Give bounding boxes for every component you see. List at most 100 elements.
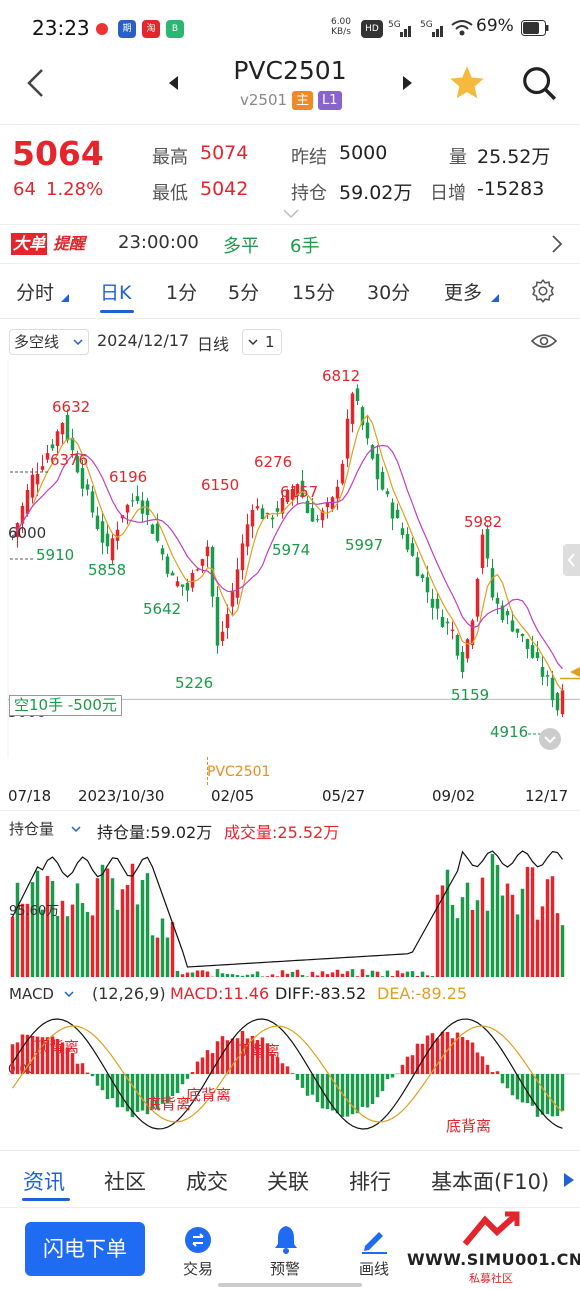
candle-body	[285, 489, 290, 502]
price-label: 4916	[490, 723, 528, 741]
candle-body	[445, 621, 450, 624]
candlestick-chart[interactable]: 6632 6376 6196 6150 6276 6157 6812 5982 5910 5858…	[0, 360, 580, 760]
candle-body	[40, 466, 45, 470]
watermark: WWW.SIMU001.CN 私募社区	[405, 1208, 580, 1289]
oi-select[interactable]: 持仓量	[9, 817, 89, 843]
draw-pen-icon[interactable]	[359, 1224, 389, 1254]
alert-volume: 6手	[290, 236, 320, 257]
bottom-tab[interactable]: 关联	[267, 1170, 309, 1194]
macd-params: (12,26,9)	[92, 984, 166, 1003]
period-tab[interactable]: 5分	[228, 282, 260, 304]
count-select[interactable]: 1	[242, 329, 282, 355]
oi-volume-chart[interactable]	[0, 842, 580, 977]
draw-label[interactable]: 画线	[359, 1260, 390, 1278]
candle-body	[20, 505, 25, 524]
volume-bar	[180, 974, 185, 977]
macd-bar	[245, 1038, 250, 1074]
period-tab[interactable]: 更多	[444, 282, 483, 304]
macd-bar	[70, 1053, 75, 1074]
candle-body	[320, 510, 325, 521]
back-icon[interactable]	[22, 66, 50, 100]
period-tab[interactable]: 1分	[166, 282, 198, 304]
quote-divider	[0, 224, 580, 225]
macd-bar	[540, 1074, 545, 1115]
alert-label[interactable]: 预警	[270, 1260, 301, 1278]
candle-body	[340, 463, 345, 484]
period-tab[interactable]: 分时	[16, 282, 55, 304]
volume-bar	[240, 975, 245, 977]
candle-body	[25, 489, 30, 514]
prev-contract-icon[interactable]	[168, 76, 180, 90]
bottom-tab[interactable]: 资讯	[23, 1170, 65, 1194]
candle-body	[550, 677, 555, 701]
volume-bar	[325, 974, 330, 977]
period-tab[interactable]: 日K	[100, 282, 132, 304]
candle-body	[200, 559, 205, 566]
bottom-tab[interactable]: 成交	[186, 1170, 228, 1194]
bottom-tab[interactable]: 社区	[104, 1170, 146, 1194]
settings-gear-icon[interactable]	[530, 278, 556, 304]
macd-bar	[460, 1037, 465, 1074]
oi-axis-label: 95.60万	[9, 904, 60, 919]
bottom-tab[interactable]: 排行	[349, 1170, 391, 1194]
volume-bar	[505, 883, 510, 977]
favorite-star-icon[interactable]	[448, 64, 486, 102]
count-select-value: 1	[265, 333, 275, 351]
alert-chevron-icon[interactable]	[551, 234, 563, 254]
macd-bar	[375, 1074, 380, 1098]
volume-bar	[205, 971, 210, 977]
candle-body	[240, 543, 245, 571]
diff-line	[11, 1018, 563, 1130]
volume-bar	[35, 870, 40, 977]
badge-part-b: 提醒	[53, 234, 86, 253]
side-handle[interactable]	[563, 544, 580, 576]
period-tab[interactable]: 15分	[292, 282, 336, 304]
x-tick-label: 2023/10/30	[78, 787, 165, 805]
macd-chart[interactable]: 0.00顶背离顶背离底背离底背离底背离	[0, 1006, 580, 1146]
search-icon[interactable]	[520, 64, 558, 102]
macd-bar	[130, 1074, 135, 1118]
macd-bar	[470, 1042, 475, 1074]
macd-bar	[80, 1063, 85, 1074]
volume-bar	[270, 974, 275, 977]
short-position-label[interactable]: 空10手 -500元	[9, 695, 122, 716]
indicator-select[interactable]: 多空线	[9, 329, 89, 355]
macd-bar	[400, 1064, 405, 1074]
contract-marker: PVC2501	[207, 764, 271, 780]
candle-body	[165, 556, 170, 574]
expand-chevron-icon[interactable]	[283, 209, 299, 219]
candle-body	[170, 572, 175, 576]
vol-label: 成交量:25.52万	[224, 823, 340, 842]
high-value: 5074	[200, 142, 249, 164]
main-contract-tag: 主	[292, 91, 314, 110]
tabs-more-icon[interactable]	[563, 1172, 575, 1188]
macd-bar	[185, 1074, 190, 1079]
next-contract-icon[interactable]	[401, 76, 413, 90]
flash-order-button[interactable]: 闪电下单	[25, 1222, 145, 1276]
macd-bar	[175, 1074, 180, 1093]
bottom-tab[interactable]: 基本面(F10)	[431, 1170, 550, 1194]
chevron-down-icon	[73, 339, 83, 346]
volume-bar	[445, 869, 450, 977]
macd-select[interactable]: MACD	[9, 982, 79, 1008]
macd-bar	[35, 1036, 40, 1074]
candle-body	[130, 500, 135, 502]
trade-label[interactable]: 交易	[183, 1260, 214, 1278]
candle-body	[495, 598, 500, 604]
price-label: 5974	[272, 541, 310, 559]
macd-bar	[275, 1057, 280, 1074]
macd-bar	[370, 1074, 375, 1105]
period-tab[interactable]: 30分	[367, 282, 411, 304]
net-speed: 6.00 KB/s	[330, 17, 352, 37]
volume-bar	[40, 909, 45, 977]
macd-bar	[455, 1032, 460, 1074]
macd-bar	[215, 1041, 220, 1074]
candle-body	[480, 534, 485, 569]
big-order-badge[interactable]: 大单 提醒	[11, 233, 93, 255]
bell-icon[interactable]	[273, 1224, 299, 1254]
eye-icon[interactable]	[531, 331, 557, 351]
candle-body	[210, 546, 215, 597]
macd-bar	[510, 1074, 515, 1096]
trade-icon[interactable]	[184, 1226, 212, 1254]
reset-chart-icon[interactable]	[538, 727, 562, 751]
